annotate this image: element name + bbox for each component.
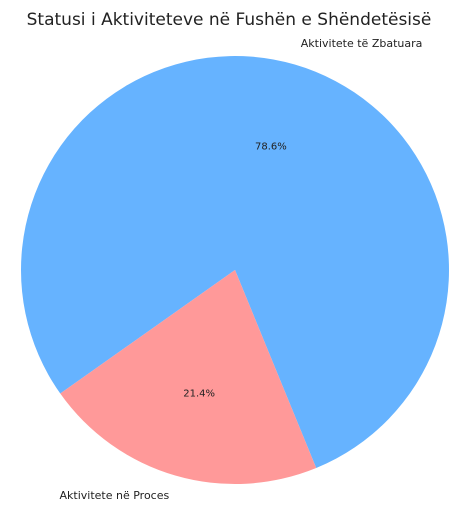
pie-slice — [20, 55, 449, 468]
pie-slices — [20, 55, 449, 484]
slice-percent-label: 78.6% — [255, 142, 287, 153]
slice-category-label: Aktivitete të Zbatuara — [301, 37, 423, 50]
slice-percent-label: 21.4% — [183, 388, 215, 399]
pie-slice — [60, 270, 317, 484]
pie-labels: 78.6% Aktivitete të Zbatuara 21.4% Aktivite… — [60, 37, 423, 502]
slice-category-label: Aktivitete në Proces — [60, 489, 170, 502]
chart-title: Statusi i Aktiviteteve në Fushën e Shënd… — [26, 10, 432, 30]
